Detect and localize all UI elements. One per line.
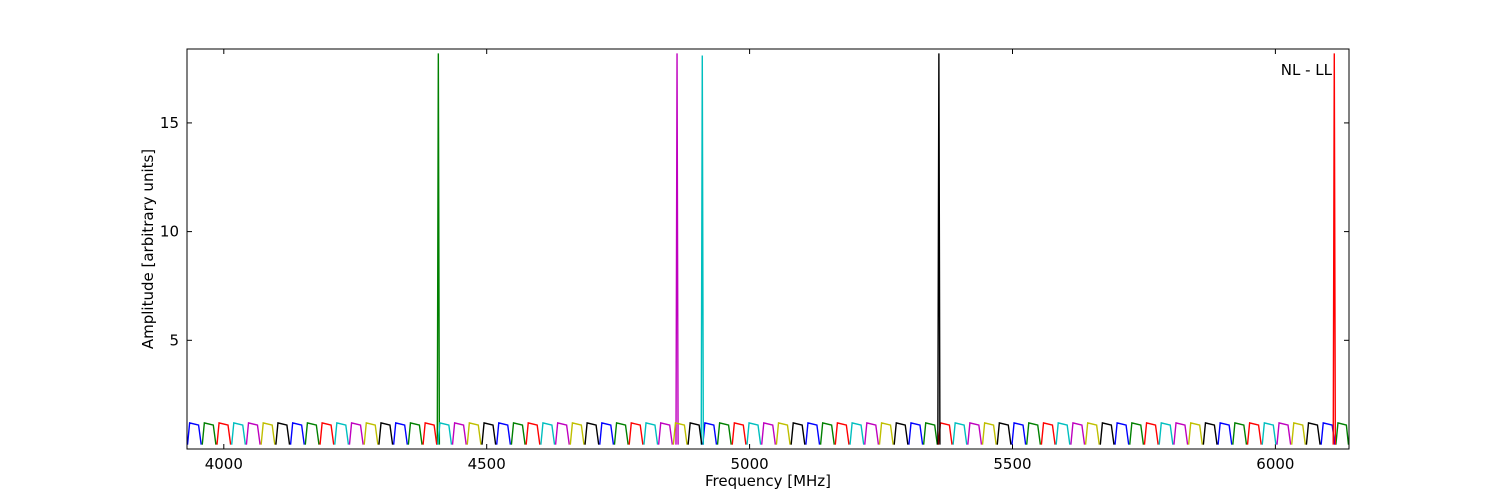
data-line (245, 53, 1292, 445)
y-axis-label: Amplitude [arbitrary units] (139, 149, 157, 349)
data-line (230, 55, 1277, 445)
annotation: NL - LL (1281, 61, 1333, 79)
y-tick-label: 5 (169, 331, 179, 349)
x-tick-label: 4000 (205, 455, 243, 473)
data-line (187, 422, 1336, 445)
x-tick-label: 5000 (731, 455, 769, 473)
x-axis-label: Frequency [MHz] (705, 472, 831, 490)
data-line (275, 53, 1321, 445)
y-tick-label: 10 (160, 223, 179, 241)
y-tick-label: 15 (160, 114, 179, 132)
data-line (216, 53, 1337, 445)
plot-frame (186, 48, 1350, 450)
data-line (260, 422, 1307, 445)
x-tick-label: 6000 (1256, 455, 1294, 473)
x-tick-label: 5500 (993, 455, 1031, 473)
data-line (201, 53, 1349, 445)
x-tick-label: 4500 (468, 455, 506, 473)
